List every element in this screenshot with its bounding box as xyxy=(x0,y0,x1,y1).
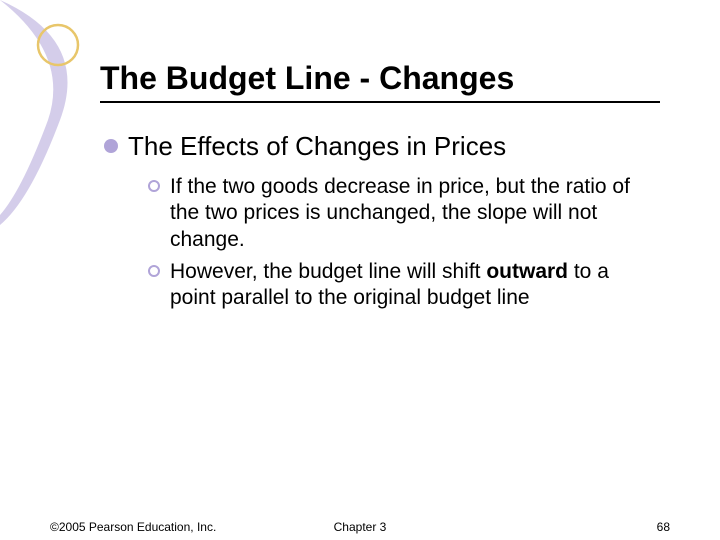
footer-chapter: Chapter 3 xyxy=(0,520,720,534)
slide-title: The Budget Line - Changes xyxy=(100,60,660,97)
title-underline xyxy=(100,101,660,103)
circle-bullet-icon xyxy=(148,265,160,277)
level2-text-0: If the two goods decrease in price, but … xyxy=(170,174,640,253)
bullet-level1: The Effects of Changes in Prices xyxy=(104,131,660,162)
level2-1-prefix: However, the budget line will shift xyxy=(170,260,486,283)
level1-text: The Effects of Changes in Prices xyxy=(128,131,506,162)
level2-1-bold: outward xyxy=(486,260,568,283)
bullet-level2: If the two goods decrease in price, but … xyxy=(148,174,660,253)
bullet-level2: However, the budget line will shift outw… xyxy=(148,259,660,312)
circle-bullet-icon xyxy=(148,180,160,192)
slide-body: The Budget Line - Changes The Effects of… xyxy=(0,0,720,540)
disc-bullet-icon xyxy=(104,139,118,153)
footer-page-number: 68 xyxy=(657,520,670,534)
level2-text-1: However, the budget line will shift outw… xyxy=(170,259,640,312)
